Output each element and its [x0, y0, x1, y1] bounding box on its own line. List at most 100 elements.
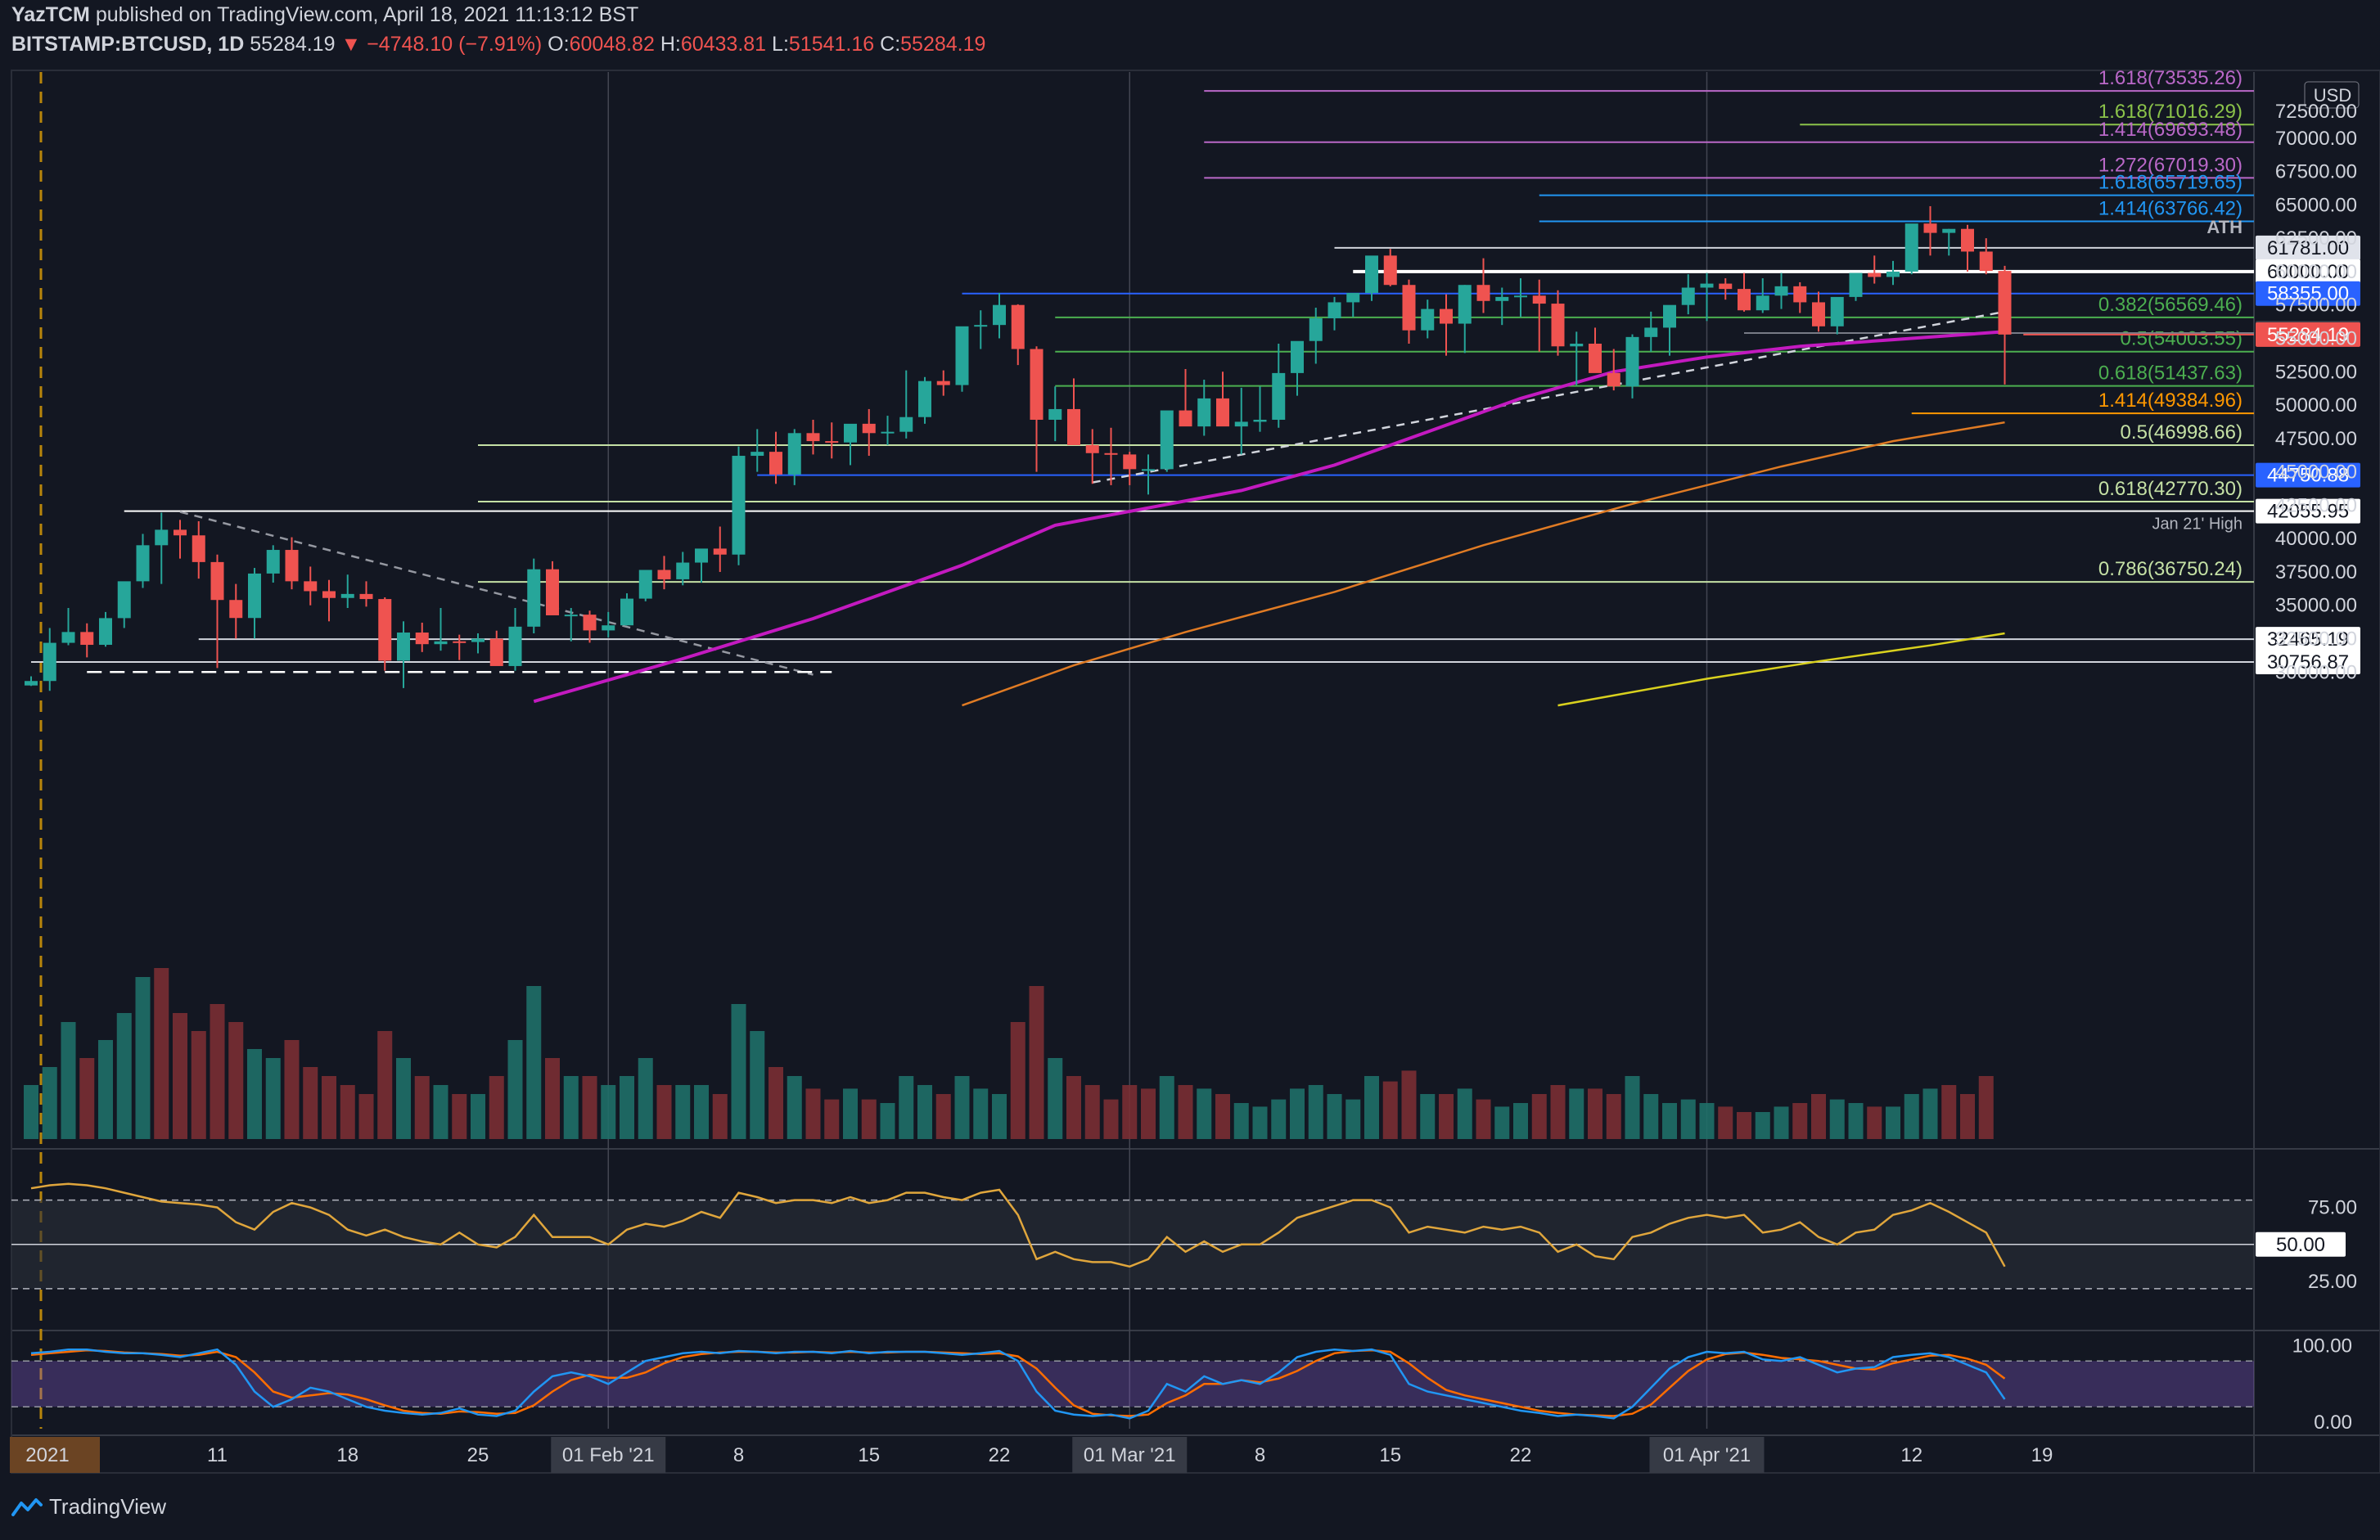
- candle-body[interactable]: [340, 593, 354, 598]
- publisher-name[interactable]: YazTCM: [11, 3, 90, 26]
- candle-body[interactable]: [397, 633, 410, 661]
- candle-body[interactable]: [1272, 372, 1286, 420]
- candle-body[interactable]: [285, 550, 299, 582]
- candle-body[interactable]: [881, 431, 895, 434]
- candle-body[interactable]: [1309, 318, 1323, 341]
- candle-body[interactable]: [1663, 304, 1676, 328]
- candle-body[interactable]: [1998, 271, 2012, 335]
- time-axis[interactable]: [0, 1437, 2380, 1473]
- candle-body[interactable]: [564, 615, 578, 617]
- candle-body[interactable]: [732, 456, 746, 555]
- candle-body[interactable]: [1700, 283, 1714, 288]
- candle-body[interactable]: [117, 581, 131, 619]
- candle-body[interactable]: [1551, 304, 1565, 347]
- candle-body[interactable]: [1383, 255, 1397, 286]
- candle-body[interactable]: [1738, 289, 1751, 311]
- candle-body[interactable]: [713, 548, 727, 555]
- candle-body[interactable]: [1253, 419, 1267, 422]
- candle-body[interactable]: [136, 545, 150, 582]
- candle-body[interactable]: [99, 618, 112, 646]
- candle-body[interactable]: [918, 380, 931, 417]
- candle-body[interactable]: [1327, 302, 1341, 319]
- candle-body[interactable]: [1104, 453, 1118, 455]
- candle-body[interactable]: [1961, 228, 1974, 252]
- candle-body[interactable]: [1756, 295, 1769, 311]
- candle-body[interactable]: [1625, 336, 1639, 387]
- candle-body[interactable]: [80, 632, 94, 646]
- candle-body[interactable]: [1644, 327, 1658, 337]
- candle-body[interactable]: [174, 529, 187, 536]
- stoch-pane[interactable]: [11, 1339, 2254, 1429]
- candle-body[interactable]: [61, 632, 75, 643]
- candle-body[interactable]: [1607, 372, 1620, 387]
- candle-body[interactable]: [415, 633, 429, 645]
- candle-body[interactable]: [322, 591, 336, 598]
- candle-body[interactable]: [1495, 296, 1509, 301]
- candle-body[interactable]: [787, 433, 801, 475]
- candle-body[interactable]: [955, 326, 969, 385]
- candle-body[interactable]: [1160, 410, 1174, 470]
- candle-body[interactable]: [602, 625, 615, 631]
- candle-body[interactable]: [1365, 255, 1378, 294]
- candle-body[interactable]: [1589, 344, 1602, 373]
- candle-body[interactable]: [25, 681, 38, 686]
- candle-body[interactable]: [1793, 286, 1807, 303]
- candle-body[interactable]: [1142, 469, 1155, 471]
- candle-body[interactable]: [471, 638, 485, 642]
- candle-body[interactable]: [1570, 344, 1584, 347]
- candle-body[interactable]: [210, 561, 224, 601]
- candle-body[interactable]: [993, 304, 1006, 326]
- candle-body[interactable]: [638, 570, 652, 599]
- candle-body[interactable]: [844, 423, 857, 443]
- currency-box[interactable]: [2304, 81, 2360, 109]
- candle-body[interactable]: [862, 423, 876, 434]
- candle-body[interactable]: [1868, 272, 1882, 277]
- candle-body[interactable]: [1030, 349, 1044, 420]
- candle-body[interactable]: [155, 529, 169, 546]
- candle-body[interactable]: [974, 325, 988, 327]
- candle-body[interactable]: [1532, 295, 1546, 304]
- candle-body[interactable]: [1421, 308, 1435, 331]
- candle-body[interactable]: [825, 441, 839, 444]
- candle-body[interactable]: [695, 548, 708, 563]
- candle-body[interactable]: [378, 599, 392, 661]
- candle-body[interactable]: [43, 642, 56, 682]
- candle-body[interactable]: [1067, 408, 1080, 445]
- candle-body[interactable]: [1179, 410, 1192, 427]
- candle-body[interactable]: [1458, 285, 1472, 324]
- candle-body[interactable]: [434, 641, 448, 645]
- candle-body[interactable]: [453, 641, 467, 643]
- candle-body[interactable]: [1812, 302, 1825, 326]
- candle-body[interactable]: [489, 638, 503, 666]
- candle-body[interactable]: [676, 562, 690, 579]
- candle-body[interactable]: [1234, 421, 1248, 427]
- candle-body[interactable]: [620, 598, 633, 626]
- candle-body[interactable]: [1923, 223, 1937, 233]
- candle-body[interactable]: [248, 573, 261, 619]
- candle-body[interactable]: [1085, 444, 1099, 453]
- candle-body[interactable]: [508, 626, 522, 666]
- candle-body[interactable]: [192, 535, 205, 562]
- candle-body[interactable]: [1346, 293, 1360, 303]
- candle-body[interactable]: [229, 600, 243, 619]
- candle-body[interactable]: [1197, 398, 1211, 427]
- candle-body[interactable]: [657, 570, 671, 579]
- candle-body[interactable]: [1979, 251, 1993, 272]
- candle-body[interactable]: [1440, 308, 1453, 324]
- candle-body[interactable]: [1514, 295, 1527, 298]
- candle-body[interactable]: [546, 569, 559, 615]
- candle-body[interactable]: [359, 593, 373, 600]
- candle-body[interactable]: [583, 615, 597, 631]
- candle-body[interactable]: [769, 452, 782, 475]
- candle-body[interactable]: [1719, 283, 1733, 290]
- candle-body[interactable]: [1681, 287, 1695, 305]
- candle-body[interactable]: [936, 380, 950, 385]
- symbol-label[interactable]: BITSTAMP:BTCUSD, 1D: [11, 33, 245, 56]
- candle-body[interactable]: [751, 452, 764, 457]
- candle-body[interactable]: [806, 433, 820, 442]
- candle-body[interactable]: [899, 417, 913, 432]
- candle-body[interactable]: [304, 581, 318, 592]
- candle-body[interactable]: [527, 569, 541, 627]
- candle-body[interactable]: [1830, 296, 1844, 326]
- candle-body[interactable]: [1476, 285, 1490, 301]
